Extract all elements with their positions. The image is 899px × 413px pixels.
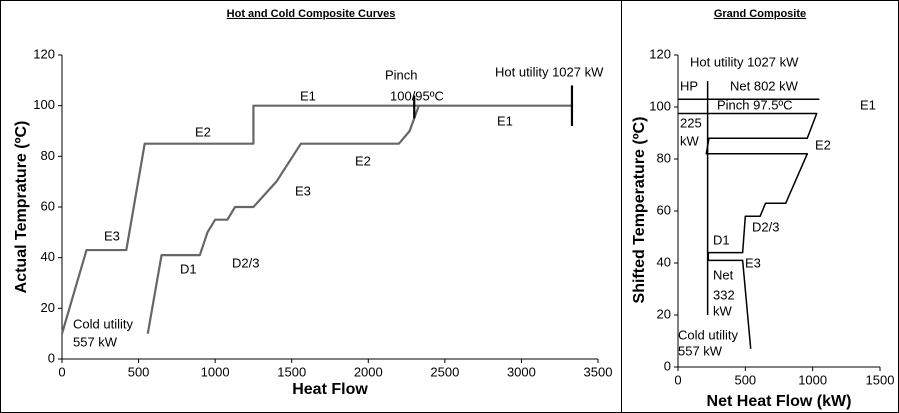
- series-line: [60, 104, 572, 334]
- x-tick-label: 0: [674, 372, 681, 387]
- annotation: Cold utility: [73, 316, 133, 331]
- annotation: D2/3: [752, 219, 779, 234]
- annotation: Hot utility 1027 kW: [690, 54, 799, 69]
- annotation: 225: [680, 115, 702, 130]
- annotation: 100/95ºC: [390, 88, 444, 103]
- y-tick-label: 20: [41, 300, 55, 315]
- x-tick-label: 1500: [277, 364, 306, 379]
- annotation: Cold utility: [678, 327, 738, 342]
- y-tick-label: 80: [657, 150, 671, 165]
- x-tick-label: 1000: [798, 372, 827, 387]
- annotation: 332: [713, 287, 735, 302]
- annotation: E1: [300, 88, 316, 103]
- y-tick-label: 40: [657, 254, 671, 269]
- series-line: [678, 112, 818, 349]
- annotation: kW: [713, 303, 733, 318]
- annotation: Net 802 kW: [730, 78, 799, 93]
- x-axis-label: Heat Flow: [292, 381, 368, 398]
- y-tick-label: 120: [33, 46, 55, 61]
- annotation: Pinch: [385, 67, 418, 82]
- y-tick-label: 60: [41, 198, 55, 213]
- annotation: E2: [355, 153, 371, 168]
- y-tick-label: 20: [657, 306, 671, 321]
- y-tick-label: 60: [657, 202, 671, 217]
- x-tick-label: 3000: [507, 364, 536, 379]
- y-axis-label: Actual Temprature (ºC): [13, 121, 30, 294]
- annotation: D1: [180, 261, 197, 276]
- series-line: [146, 105, 420, 334]
- y-tick-label: 100: [649, 98, 671, 113]
- y-axis-label: Shifted Temperature (ºC): [631, 117, 648, 304]
- annotation: 557 kW: [73, 334, 118, 349]
- annotation: 557 kW: [678, 343, 723, 358]
- annotation: Pinch 97.5ºC: [717, 97, 793, 112]
- x-tick-label: 2000: [354, 364, 383, 379]
- x-tick-label: 1000: [201, 364, 230, 379]
- y-tick-label: 120: [649, 46, 671, 61]
- x-tick-label: 2500: [430, 364, 459, 379]
- x-tick-label: 3500: [584, 364, 613, 379]
- annotation: E2: [815, 137, 831, 152]
- x-tick-label: 1500: [866, 372, 895, 387]
- y-tick-label: 40: [41, 249, 55, 264]
- annotation: D2/3: [232, 255, 259, 270]
- x-tick-label: 500: [128, 364, 150, 379]
- annotation: Net: [713, 267, 734, 282]
- annotation: kW: [680, 133, 700, 148]
- chart-title: Grand Composite: [714, 8, 806, 20]
- x-tick-label: 0: [58, 364, 65, 379]
- x-axis-label: Net Heat Flow (kW): [707, 393, 852, 410]
- annotation: E1: [497, 113, 513, 128]
- annotation: E2: [195, 124, 211, 139]
- annotation: HP: [680, 78, 698, 93]
- y-tick-label: 100: [33, 97, 55, 112]
- annotation: E3: [745, 255, 761, 270]
- y-tick-label: 0: [48, 350, 55, 365]
- annotation: Hot utility 1027 kW: [495, 64, 604, 79]
- annotation: E3: [104, 228, 120, 243]
- annotation: E3: [295, 183, 311, 198]
- y-tick-label: 80: [41, 148, 55, 163]
- x-tick-label: 500: [734, 372, 756, 387]
- annotation: E1: [860, 97, 876, 112]
- left-frame: [0, 0, 622, 413]
- chart-title: Hot and Cold Composite Curves: [227, 8, 396, 20]
- annotation: D1: [713, 232, 730, 247]
- y-tick-label: 0: [664, 358, 671, 373]
